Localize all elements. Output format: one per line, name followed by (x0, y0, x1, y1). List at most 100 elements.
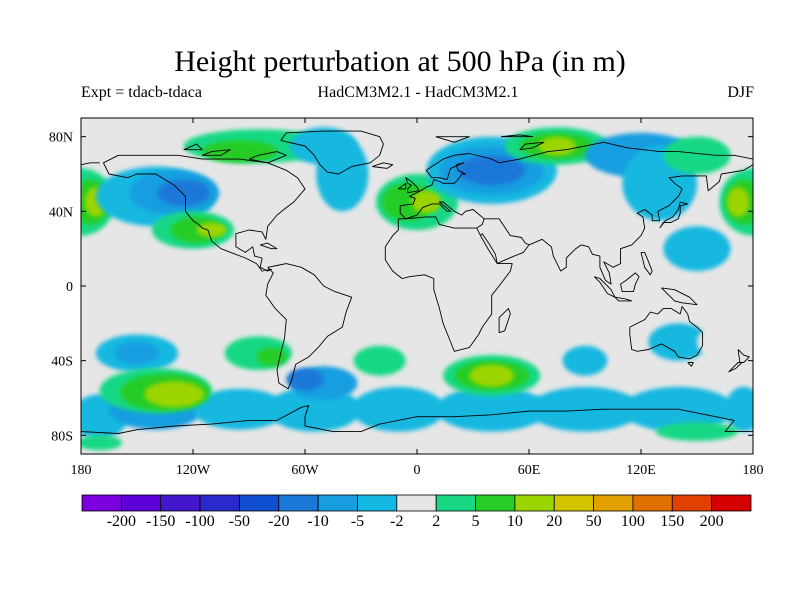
colorbar-swatch-10 (475, 494, 516, 512)
lon-tick-label: 180 (743, 463, 764, 478)
anomaly-region-40 (202, 140, 277, 163)
anomaly-region-54 (663, 136, 731, 174)
anomaly-region-32 (726, 187, 750, 217)
colorbar-label: -20 (268, 513, 290, 530)
colorbar-swatch-9 (435, 494, 476, 512)
lon-tick-label: 60W (291, 463, 319, 478)
coastline-11 (372, 162, 394, 169)
coastlines (81, 130, 753, 434)
colorbar-swatch-11 (514, 494, 555, 512)
anomaly-region-35 (157, 179, 210, 206)
colorbar-label: -10 (307, 513, 329, 530)
lat-tick-label: 80S (51, 429, 73, 444)
coastline-6 (480, 218, 530, 265)
lat-tick-label: 40S (51, 355, 73, 370)
lon-tick-label: 120W (176, 463, 211, 478)
coastline-23 (260, 242, 278, 250)
anomaly-region-16 (353, 345, 406, 376)
anomaly-region-5 (435, 386, 548, 432)
colorbar-label: 50 (585, 513, 602, 530)
colorbar-label: 20 (546, 513, 563, 530)
coastline-28 (435, 136, 470, 143)
anomaly-region-38 (196, 222, 227, 238)
axis-ticks: 180 120W 60W 0 60E 120E 180 80N 40N 0 40S 80S (49, 118, 764, 478)
coastline-30 (500, 134, 534, 138)
colorbar-swatch-16 (711, 494, 752, 512)
coastline-25 (248, 151, 287, 164)
colorbar-swatch-1 (120, 494, 162, 512)
anomaly-region-48 (458, 155, 526, 186)
colorbar-label: -2 (390, 513, 404, 530)
anomaly-region-4 (351, 386, 445, 432)
colorbar-label: -100 (185, 513, 215, 530)
coastline-15 (620, 272, 640, 293)
colorbar-label: 100 (620, 513, 645, 530)
coastline-17 (629, 306, 704, 360)
lon-tick-label: 60E (518, 463, 541, 478)
colorbar-label: -5 (350, 513, 365, 530)
experiment-label: Expt = tdacb-tdaca (81, 84, 202, 101)
coastline-21 (498, 307, 511, 334)
lon-tick-label: 0 (414, 463, 421, 478)
anomaly-region-24 (697, 327, 735, 357)
coastline-7 (528, 164, 753, 285)
anomaly-region-21 (469, 364, 515, 387)
coastline-19 (737, 349, 750, 363)
anomaly-region-23 (648, 323, 709, 361)
coastline-24 (640, 251, 653, 276)
anomaly-region-18 (286, 368, 324, 391)
coastline-12 (659, 201, 689, 229)
colorbar-swatch-3 (199, 494, 240, 512)
colorbar-swatch-4 (239, 494, 280, 512)
coastline-20 (728, 362, 743, 373)
coastline-27 (183, 143, 203, 151)
colorbar-swatch-12 (553, 494, 594, 512)
model-label: HadCM3M2.1 - HadCM3M2.1 (317, 84, 519, 101)
coastline-10 (398, 182, 407, 190)
coastline-0 (102, 154, 306, 272)
coastline-8 (81, 162, 100, 166)
anomaly-region-55 (439, 224, 507, 255)
coastline-1 (265, 263, 353, 390)
colorbar-swatch-14 (632, 494, 673, 512)
anomaly-region-56 (663, 226, 731, 272)
colorbar-swatch-6 (317, 494, 358, 512)
coastline-4 (399, 201, 485, 229)
chart-title: Height perturbation at 500 hPa (in m) (174, 45, 626, 78)
anomaly-region-45 (411, 190, 442, 214)
coastline-5 (400, 141, 753, 207)
anomaly-region-2 (193, 388, 287, 430)
colorbar-swatch-8 (396, 494, 437, 512)
anomaly-region-25 (655, 422, 739, 441)
coastline-9 (405, 177, 420, 194)
colorbar-label: -150 (146, 513, 176, 530)
colorbar-swatch-5 (278, 494, 319, 512)
anomaly-region-22 (562, 345, 608, 376)
lon-tick-label: 180 (71, 463, 92, 478)
colorbar-label: -50 (228, 513, 251, 530)
colorbar-swatch-0 (81, 494, 122, 512)
lat-tick-label: 40N (49, 205, 73, 220)
season-label: DJF (727, 84, 754, 101)
colorbar-swatch-7 (357, 494, 398, 512)
colorbar-swatch-2 (160, 494, 201, 512)
colorbar-label: -200 (106, 513, 137, 530)
anomaly-region-13 (144, 381, 205, 408)
coastline-18 (687, 362, 694, 367)
anomaly-region-26 (81, 435, 123, 451)
colorbar-label: 150 (660, 513, 685, 530)
colorbar-label: 200 (699, 513, 724, 530)
coastline-16 (661, 287, 698, 306)
coastline-3 (384, 216, 513, 352)
anomaly-region-10 (114, 342, 160, 365)
colorbar-label: 10 (506, 513, 523, 530)
colorbar-label: 2 (432, 513, 441, 530)
colorbar-label: 5 (471, 513, 480, 530)
coastline-14 (614, 296, 633, 302)
anomaly-region-42 (316, 136, 369, 212)
coastline-2 (280, 130, 384, 175)
coastline-29 (519, 141, 545, 151)
colorbar-swatch-15 (671, 494, 713, 512)
anomaly-region-6 (529, 386, 641, 432)
